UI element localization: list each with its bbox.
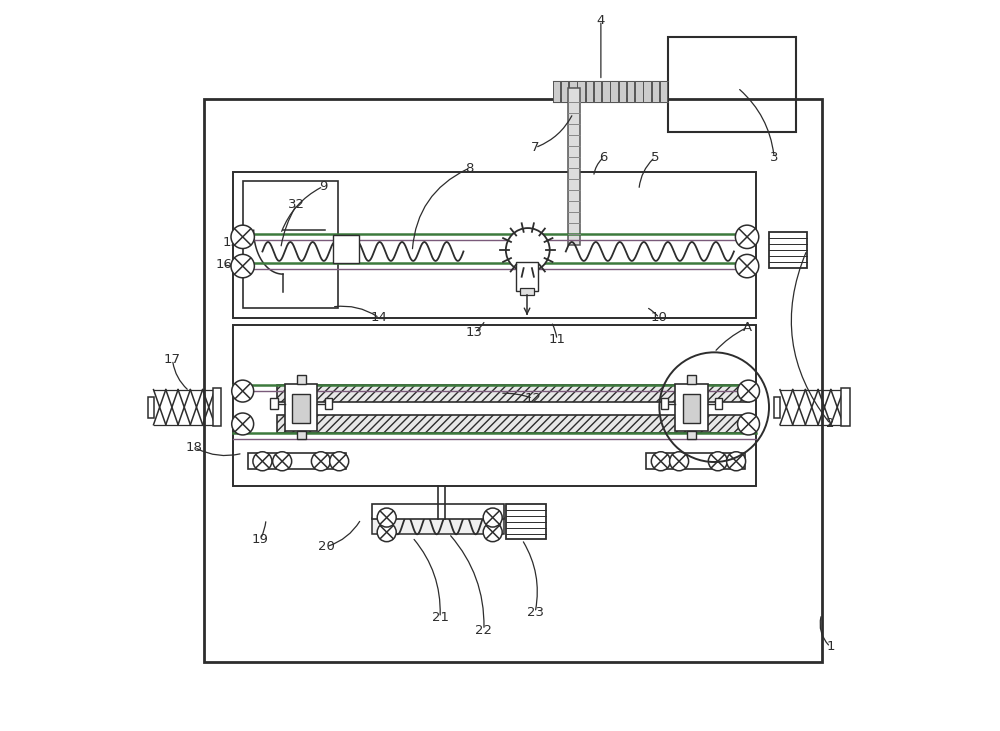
Text: 9: 9 [319, 180, 327, 193]
Circle shape [735, 225, 759, 249]
Bar [148, 397, 154, 417]
Text: 5: 5 [651, 151, 659, 164]
Bar [233, 172, 756, 318]
Bar [506, 504, 546, 539]
Text: 13: 13 [466, 326, 483, 339]
Circle shape [231, 225, 254, 249]
Bar [687, 431, 696, 439]
Bar [610, 81, 618, 102]
Circle shape [483, 523, 502, 542]
Text: 12: 12 [524, 392, 541, 405]
Circle shape [708, 452, 727, 471]
Bar [715, 398, 722, 409]
Bar [687, 375, 696, 384]
Circle shape [651, 452, 670, 471]
Bar [561, 81, 568, 102]
Bar [372, 504, 504, 519]
Text: 16: 16 [215, 258, 232, 271]
Text: 11: 11 [549, 333, 566, 346]
Bar [577, 81, 585, 102]
Bar [769, 232, 807, 268]
Bar [594, 81, 601, 102]
Bar [643, 81, 651, 102]
Bar [297, 375, 306, 384]
Text: 23: 23 [527, 606, 544, 619]
Circle shape [377, 523, 396, 542]
Bar [683, 394, 700, 423]
Circle shape [727, 452, 746, 471]
Bar [660, 81, 667, 102]
Bar [619, 81, 626, 102]
Bar [333, 235, 359, 263]
Bar [297, 431, 306, 439]
Circle shape [232, 413, 254, 435]
Text: 3: 3 [770, 151, 778, 164]
Bar [568, 88, 580, 245]
Bar [586, 81, 593, 102]
Bar [516, 262, 538, 291]
Bar [213, 388, 221, 426]
Bar [372, 518, 504, 534]
Circle shape [253, 452, 272, 471]
Text: A: A [743, 321, 752, 334]
Bar [270, 398, 278, 409]
Text: 21: 21 [432, 611, 449, 624]
Text: 6: 6 [600, 151, 608, 164]
Text: 18: 18 [186, 441, 203, 454]
Bar [675, 384, 708, 431]
Bar [204, 99, 822, 662]
Text: 1: 1 [826, 640, 835, 654]
Bar [652, 81, 659, 102]
Circle shape [311, 452, 330, 471]
Bar [553, 81, 560, 102]
Bar [285, 384, 317, 431]
Text: 20: 20 [318, 540, 334, 553]
Circle shape [232, 380, 254, 402]
Bar [668, 37, 796, 132]
Circle shape [330, 452, 349, 471]
Bar [661, 398, 668, 409]
Bar [277, 385, 749, 402]
Bar [277, 415, 749, 433]
Circle shape [738, 413, 760, 435]
Bar [325, 398, 332, 409]
Bar [520, 288, 534, 295]
Bar [635, 81, 643, 102]
Text: 22: 22 [475, 624, 492, 637]
Circle shape [273, 452, 292, 471]
Text: 15: 15 [222, 236, 239, 249]
Bar [569, 81, 577, 102]
Text: 10: 10 [651, 311, 668, 325]
Bar [774, 397, 780, 417]
Text: 2: 2 [826, 417, 835, 431]
Bar [646, 453, 745, 469]
Circle shape [735, 254, 759, 278]
Circle shape [738, 380, 760, 402]
Bar [627, 81, 634, 102]
Bar [248, 453, 346, 469]
Text: 4: 4 [597, 14, 605, 27]
Text: 19: 19 [252, 533, 269, 546]
Bar [602, 81, 610, 102]
Circle shape [483, 508, 502, 527]
Bar [841, 388, 850, 426]
Text: 7: 7 [531, 141, 539, 154]
Text: 8: 8 [465, 162, 473, 175]
Circle shape [231, 254, 254, 278]
Text: 14: 14 [371, 311, 388, 325]
Bar [292, 394, 310, 423]
Circle shape [670, 452, 689, 471]
Text: 17: 17 [164, 353, 181, 366]
Bar [243, 181, 338, 308]
Circle shape [506, 228, 550, 272]
Bar [233, 325, 756, 486]
Text: 32: 32 [288, 198, 305, 211]
Circle shape [377, 508, 396, 527]
